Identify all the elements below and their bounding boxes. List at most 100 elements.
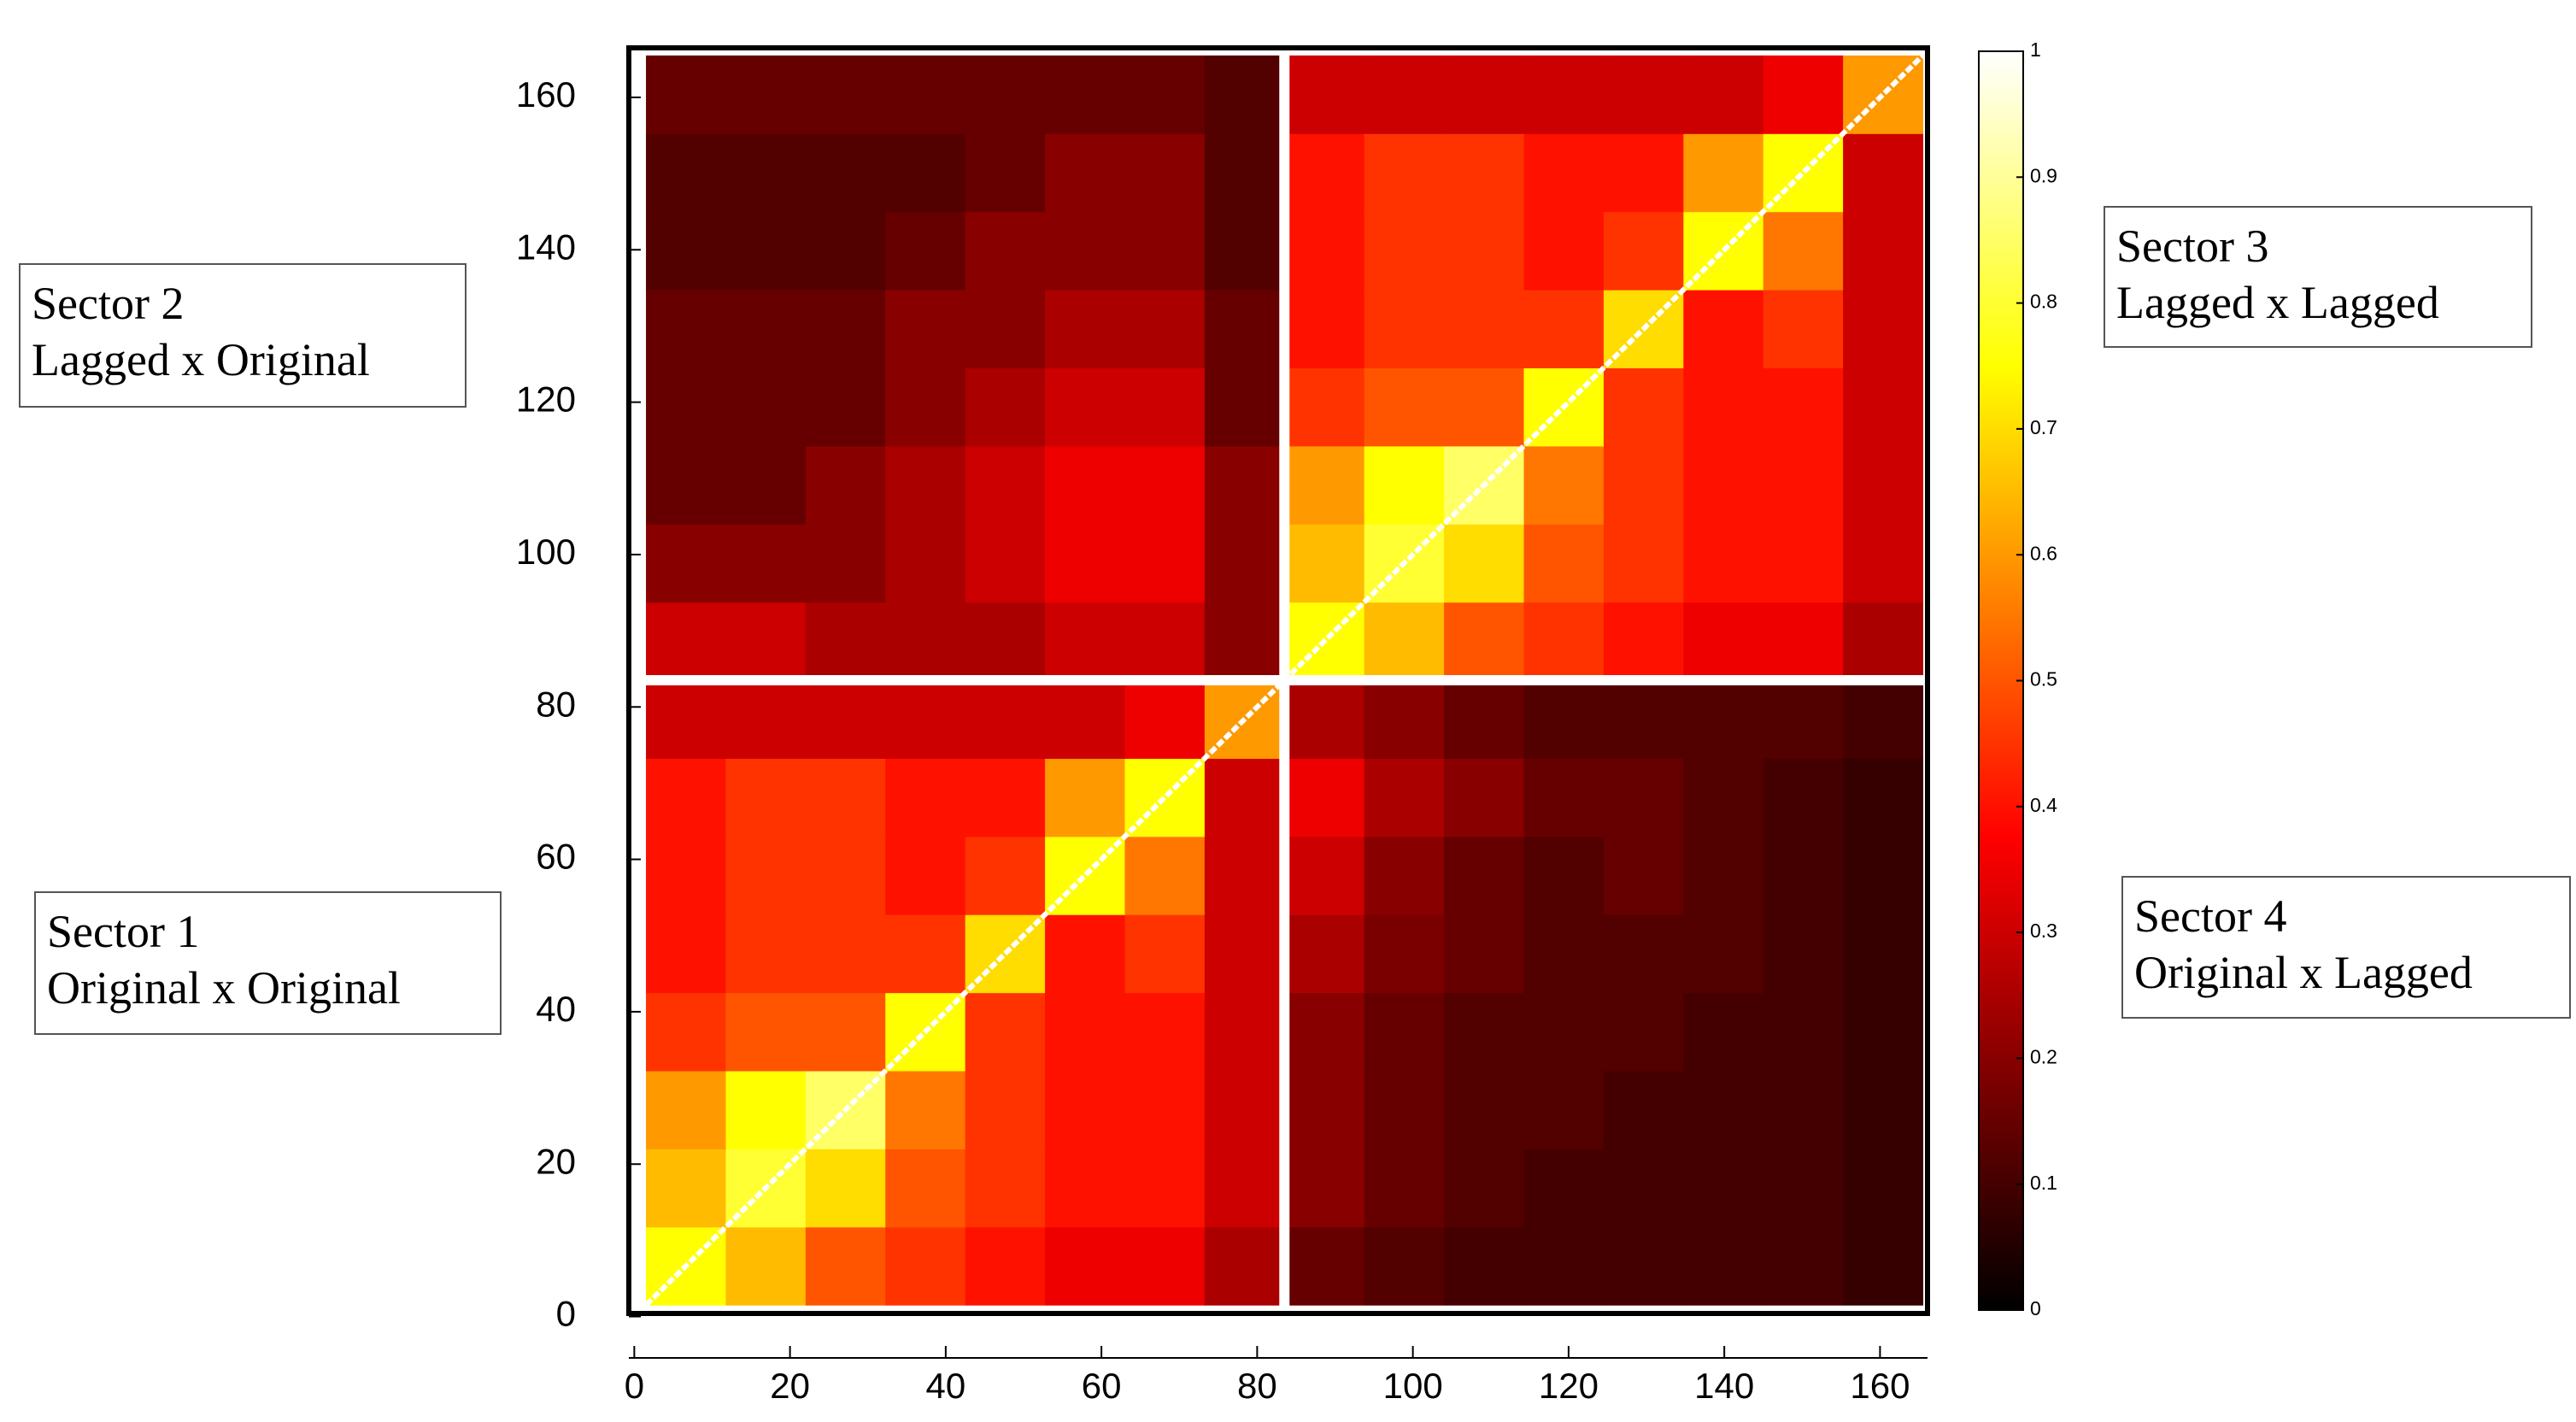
y-tick-label: 60 [536, 837, 576, 877]
heat-cell [1045, 55, 1125, 134]
heat-cell [725, 758, 807, 837]
heat-cell [965, 524, 1046, 603]
heat-cell [1364, 1071, 1445, 1149]
heat-cell [885, 680, 966, 759]
heat-cell [1843, 524, 1924, 603]
heat-cell [1843, 836, 1924, 915]
heat-cell [1364, 55, 1445, 134]
heat-cell [885, 1226, 966, 1306]
heat-cell [1603, 211, 1684, 291]
annotation-text: Lagged x Original [32, 334, 370, 385]
colorbar-tick-label: 1 [2030, 38, 2041, 61]
heat-cell [646, 445, 726, 525]
heat-cell [1045, 367, 1125, 447]
heat-cell [1124, 1226, 1206, 1306]
heat-cell [1364, 290, 1445, 368]
heat-cell [1124, 445, 1206, 525]
heat-cell [725, 211, 807, 291]
x-tick-label: 120 [1539, 1366, 1599, 1406]
colorbar-tick-label: 0 [2030, 1297, 2041, 1319]
heat-cell [1843, 914, 1924, 994]
heat-cell [1843, 1071, 1924, 1149]
heat-cell [725, 914, 807, 994]
heat-cell [1124, 55, 1206, 134]
heat-cell [1364, 1226, 1445, 1306]
colorbar-tick-label: 0.9 [2030, 164, 2057, 186]
heat-cell [1204, 1071, 1285, 1149]
heat-cell [965, 290, 1046, 368]
heat-cell [1683, 1226, 1764, 1306]
heat-cell [646, 992, 726, 1072]
heat-cell [1523, 1071, 1605, 1149]
heat-cell [1045, 524, 1125, 603]
heat-cell [1523, 133, 1605, 213]
colorbar-tick-label: 0.1 [2030, 1172, 2057, 1194]
heat-cell [1364, 445, 1445, 525]
colorbar-tick-label: 0.7 [2030, 416, 2057, 438]
heat-cell [646, 524, 726, 603]
colorbar-tick-label: 0.6 [2030, 542, 2057, 564]
heat-cell [1523, 445, 1605, 525]
heat-cell [885, 133, 966, 213]
heat-cell [1364, 367, 1445, 447]
heat-cell [1843, 758, 1924, 837]
heat-cell [805, 758, 886, 837]
heat-cell [1683, 367, 1764, 447]
heat-cell [1045, 133, 1125, 213]
x-tick-label: 40 [926, 1366, 966, 1406]
heat-cell [646, 211, 726, 291]
heat-cell [1284, 55, 1365, 134]
annotation-box [2121, 876, 2571, 1019]
heat-cell [1763, 758, 1844, 837]
heat-cell [1284, 836, 1365, 915]
x-tick-label: 100 [1383, 1366, 1443, 1406]
heat-cell [1204, 290, 1285, 368]
heat-cell [1204, 758, 1285, 837]
heat-cell [965, 445, 1046, 525]
heat-cell [885, 914, 966, 994]
heat-cell [1124, 914, 1206, 994]
heat-cell [1444, 602, 1525, 681]
heat-cell [1603, 55, 1684, 134]
annotation-box [34, 891, 502, 1035]
y-tick-label: 0 [556, 1294, 576, 1334]
heat-cell [646, 1149, 726, 1228]
heat-cell [1444, 524, 1525, 603]
heat-cell [1284, 211, 1365, 291]
heat-cell [1284, 1149, 1365, 1228]
heat-cell [1843, 1226, 1924, 1306]
heat-cell [1045, 602, 1125, 681]
heat-cell [805, 1149, 886, 1228]
heat-cell [965, 1226, 1046, 1306]
heat-cell [1364, 680, 1445, 759]
heat-cell [1364, 914, 1445, 994]
heat-cell [1683, 836, 1764, 915]
heat-cell [1045, 758, 1125, 837]
heat-cell [1364, 1149, 1445, 1228]
heat-cell [885, 290, 966, 368]
heat-cell [1124, 992, 1206, 1072]
heat-cell [1284, 914, 1365, 994]
heat-cell [1204, 133, 1285, 213]
heat-cell [1523, 758, 1605, 837]
heat-cell [725, 992, 807, 1072]
annotation-text: Sector 3 [2116, 220, 2268, 272]
heat-cell [1683, 133, 1764, 213]
heat-cell [1763, 1071, 1844, 1149]
heat-cell [1045, 1149, 1125, 1228]
heat-cell [725, 836, 807, 915]
heat-cell [1364, 836, 1445, 915]
heat-cell [885, 1149, 966, 1228]
heat-cell [965, 55, 1046, 134]
heat-cell [1763, 211, 1844, 291]
heat-cell [1523, 211, 1605, 291]
heat-cell [1364, 758, 1445, 837]
heat-cell [1284, 290, 1365, 368]
heat-cell [646, 1071, 726, 1149]
heat-cell [1683, 602, 1764, 681]
heat-cell [965, 1071, 1046, 1149]
heat-cell [725, 445, 807, 525]
heat-cell [1683, 1149, 1764, 1228]
heat-cell [965, 992, 1046, 1072]
heat-cell [885, 836, 966, 915]
